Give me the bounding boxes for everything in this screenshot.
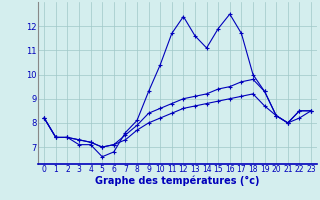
X-axis label: Graphe des températures (°c): Graphe des températures (°c) [95, 176, 260, 186]
